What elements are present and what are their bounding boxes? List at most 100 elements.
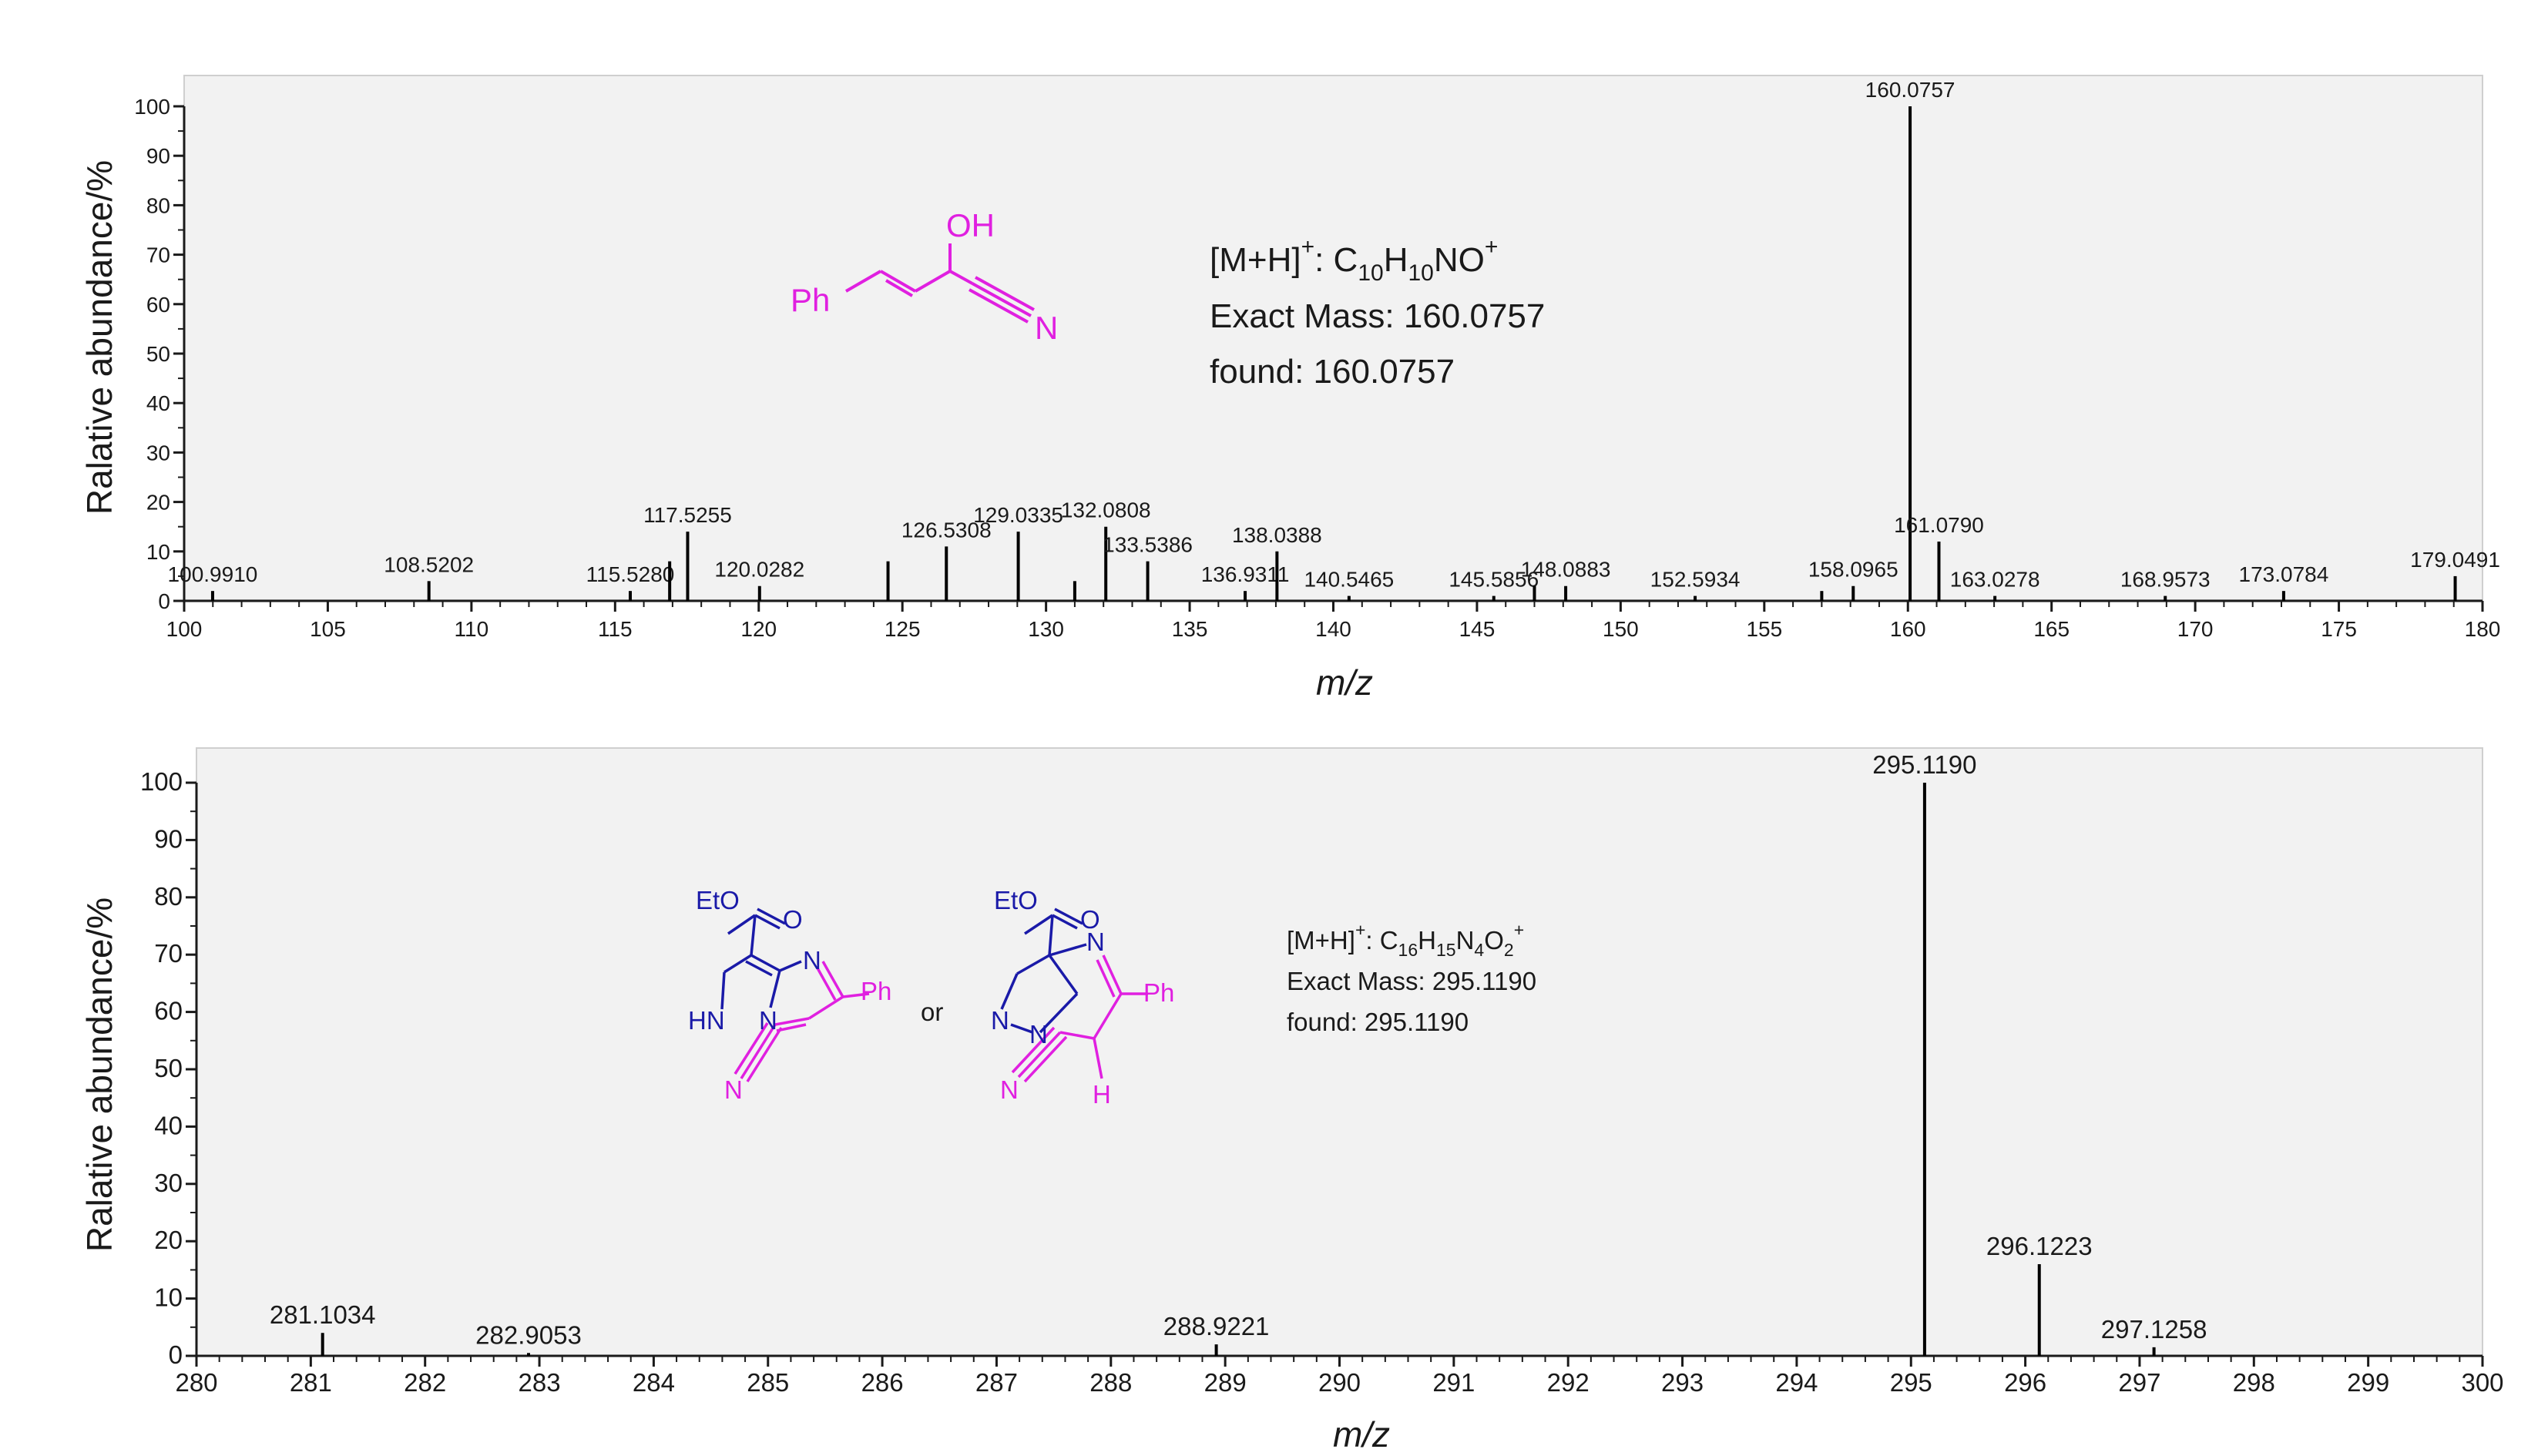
ann2-h-count: 15 [1436, 940, 1456, 960]
struct2a-n-nitrile: N [724, 1075, 743, 1104]
ann2-o-count: 2 [1504, 940, 1514, 960]
ann2-n: N [1456, 926, 1475, 954]
struct2b-eto: EtO [994, 886, 1038, 914]
or-label: or [921, 998, 943, 1026]
plot2-x-tick-label: 286 [861, 1368, 904, 1397]
plot1-x-tick-label: 110 [455, 617, 489, 641]
plot1-x-tick-label: 175 [2321, 617, 2357, 641]
plot2-x-tick-label: 283 [519, 1368, 561, 1397]
ann2-n-count: 4 [1474, 940, 1484, 960]
plot2-ylabel: Ralative abundance/% [79, 897, 119, 1252]
ann1-rest: NO [1434, 241, 1485, 279]
plot1-x-tick-label: 180 [2465, 617, 2501, 641]
plot2-y-tick-label: 20 [154, 1226, 183, 1254]
ann2-o: O [1484, 926, 1504, 954]
plot2-x-tick-label: 294 [1775, 1368, 1818, 1397]
plot2-peak-label: 282.9053 [475, 1320, 582, 1349]
ann2-charge: + [1514, 920, 1524, 940]
ann1-h: H [1384, 241, 1408, 279]
plot2-x-tick-label: 287 [975, 1368, 1018, 1397]
ann2-mh: [M+H] [1287, 926, 1355, 954]
plot1-peak-label: 163.0278 [1950, 568, 2040, 592]
plot1-x-tick-label: 120 [740, 617, 777, 641]
struct2b-n-nitrile: N [1000, 1075, 1019, 1104]
plot1-peak-label: 179.0491 [2410, 548, 2500, 572]
annotation-2: [M+H]+: C16H15N4O2+ Exact Mass: 295.1190… [1287, 920, 1536, 1036]
plot2-y-tick-label: 30 [154, 1169, 183, 1197]
ann1-exact-mass: Exact Mass: 160.0757 [1210, 297, 1545, 335]
plot1-peak-label: 100.9910 [168, 562, 258, 586]
plot1-peak-label: 140.5465 [1304, 568, 1394, 592]
plot1-x-tick-label: 155 [1746, 617, 1782, 641]
plot2-x-tick-label: 290 [1318, 1368, 1361, 1397]
ann1-h-count: 10 [1408, 260, 1434, 286]
plot1-ylabel: Ralative abundance/% [79, 160, 119, 515]
plot1-peak-label: 117.5255 [643, 503, 732, 527]
plot2-x-tick-label: 291 [1432, 1368, 1475, 1397]
structure-1 [844, 243, 1035, 324]
plot1-y-tick-label: 20 [146, 491, 170, 515]
struct1-ph: Ph [791, 282, 830, 318]
spectrum-2: 280 281 282 283 284 285 286 287 288 289 290 291 292 2… [140, 750, 2504, 1397]
structure-2a [720, 907, 870, 1082]
plot1-x-tick-label: 140 [1315, 617, 1351, 641]
plot1-x-tick-label: 100 [166, 617, 203, 641]
ann1-found: found: 160.0757 [1210, 353, 1455, 391]
plot2-y-tick-label: 70 [154, 939, 183, 968]
plot1-peak-label: 138.0388 [1232, 523, 1322, 547]
plot1-y-tick-label: 40 [146, 391, 170, 415]
ann1-colon: : C [1314, 241, 1358, 279]
plot1-x-tick-label: 150 [1603, 617, 1639, 641]
svg-text:[M+H]+: C10H10NO+: [M+H]+: C10H10NO+ [1210, 234, 1498, 286]
plot1-y-tick-label: 70 [146, 243, 170, 267]
plot1-y-tick-label: 30 [146, 441, 170, 465]
struct1-n: N [1035, 310, 1058, 346]
structure-2b [1000, 907, 1148, 1083]
plot1-y-tick-label: 60 [146, 293, 170, 317]
plot2-y-tick-label: 50 [154, 1054, 183, 1082]
struct2b-o: O [1080, 905, 1100, 934]
struct2b-ph: Ph [1143, 978, 1174, 1007]
plot2-x-tick-label: 293 [1661, 1368, 1704, 1397]
plot1-x-tick-label: 115 [598, 617, 633, 641]
plot2-x-tick-label: 289 [1204, 1368, 1247, 1397]
plot1-y-tick-label: 10 [146, 540, 170, 564]
annotation-1: [M+H]+: C10H10NO+ Exact Mass: 160.0757 f… [1210, 234, 1545, 391]
plot2-peak-label: 281.1034 [270, 1300, 376, 1329]
ann2-found: found: 295.1190 [1287, 1008, 1469, 1036]
plot2-peak-label: 296.1223 [1986, 1232, 2093, 1260]
plot1-background [183, 75, 2483, 601]
plot1-x-tick-label: 160 [1890, 617, 1926, 641]
plot1-peak-label: 126.5308 [901, 518, 992, 542]
plot2-y-tick-label: 60 [154, 997, 183, 1025]
struct2a-hn: HN [688, 1006, 725, 1035]
plot2-peak-label: 295.1190 [1872, 750, 1976, 779]
struct2a-eto: EtO [696, 886, 740, 914]
plot2-x-tick-label: 292 [1547, 1368, 1590, 1397]
plot2-x-tick-label: 284 [633, 1368, 675, 1397]
struct2b-n-top: N [1086, 928, 1105, 956]
ann2-mh-charge: + [1355, 920, 1365, 940]
struct2b-n-left: N [991, 1006, 1009, 1035]
ann1-mh-charge: + [1301, 234, 1315, 260]
plot1-peak-label: 168.9573 [2120, 568, 2211, 592]
plot2-x-tick-label: 296 [2004, 1368, 2046, 1397]
plot2-x-tick-label: 299 [2347, 1368, 2389, 1397]
plot1-peak-label: 115.5280 [586, 562, 675, 586]
plot1-peak-label: 161.0790 [1894, 513, 1984, 537]
plot2-y-tick-label: 40 [154, 1111, 183, 1139]
plot1-x-tick-label: 145 [1459, 617, 1496, 641]
svg-text:[M+H]+: C16H15N4O2+: [M+H]+: C16H15N4O2+ [1287, 920, 1524, 960]
plot2-y-tick-label: 90 [154, 824, 183, 853]
plot2-y-tick-label: 80 [154, 882, 183, 911]
plot1-y-tick-label: 90 [146, 144, 170, 168]
plot2-y-tick-label: 10 [154, 1283, 183, 1312]
plot1-y-tick-label: 100 [134, 95, 170, 119]
plot1-peak-label: 132.0808 [1061, 498, 1151, 522]
plot2-x-tick-label: 300 [2461, 1368, 2503, 1397]
plot1-peak-label: 120.0282 [714, 558, 804, 582]
plot1-y-tick-label: 0 [158, 589, 170, 613]
plot1-peak-label: 129.0335 [973, 503, 1063, 527]
struct2b-h: H [1093, 1080, 1111, 1109]
